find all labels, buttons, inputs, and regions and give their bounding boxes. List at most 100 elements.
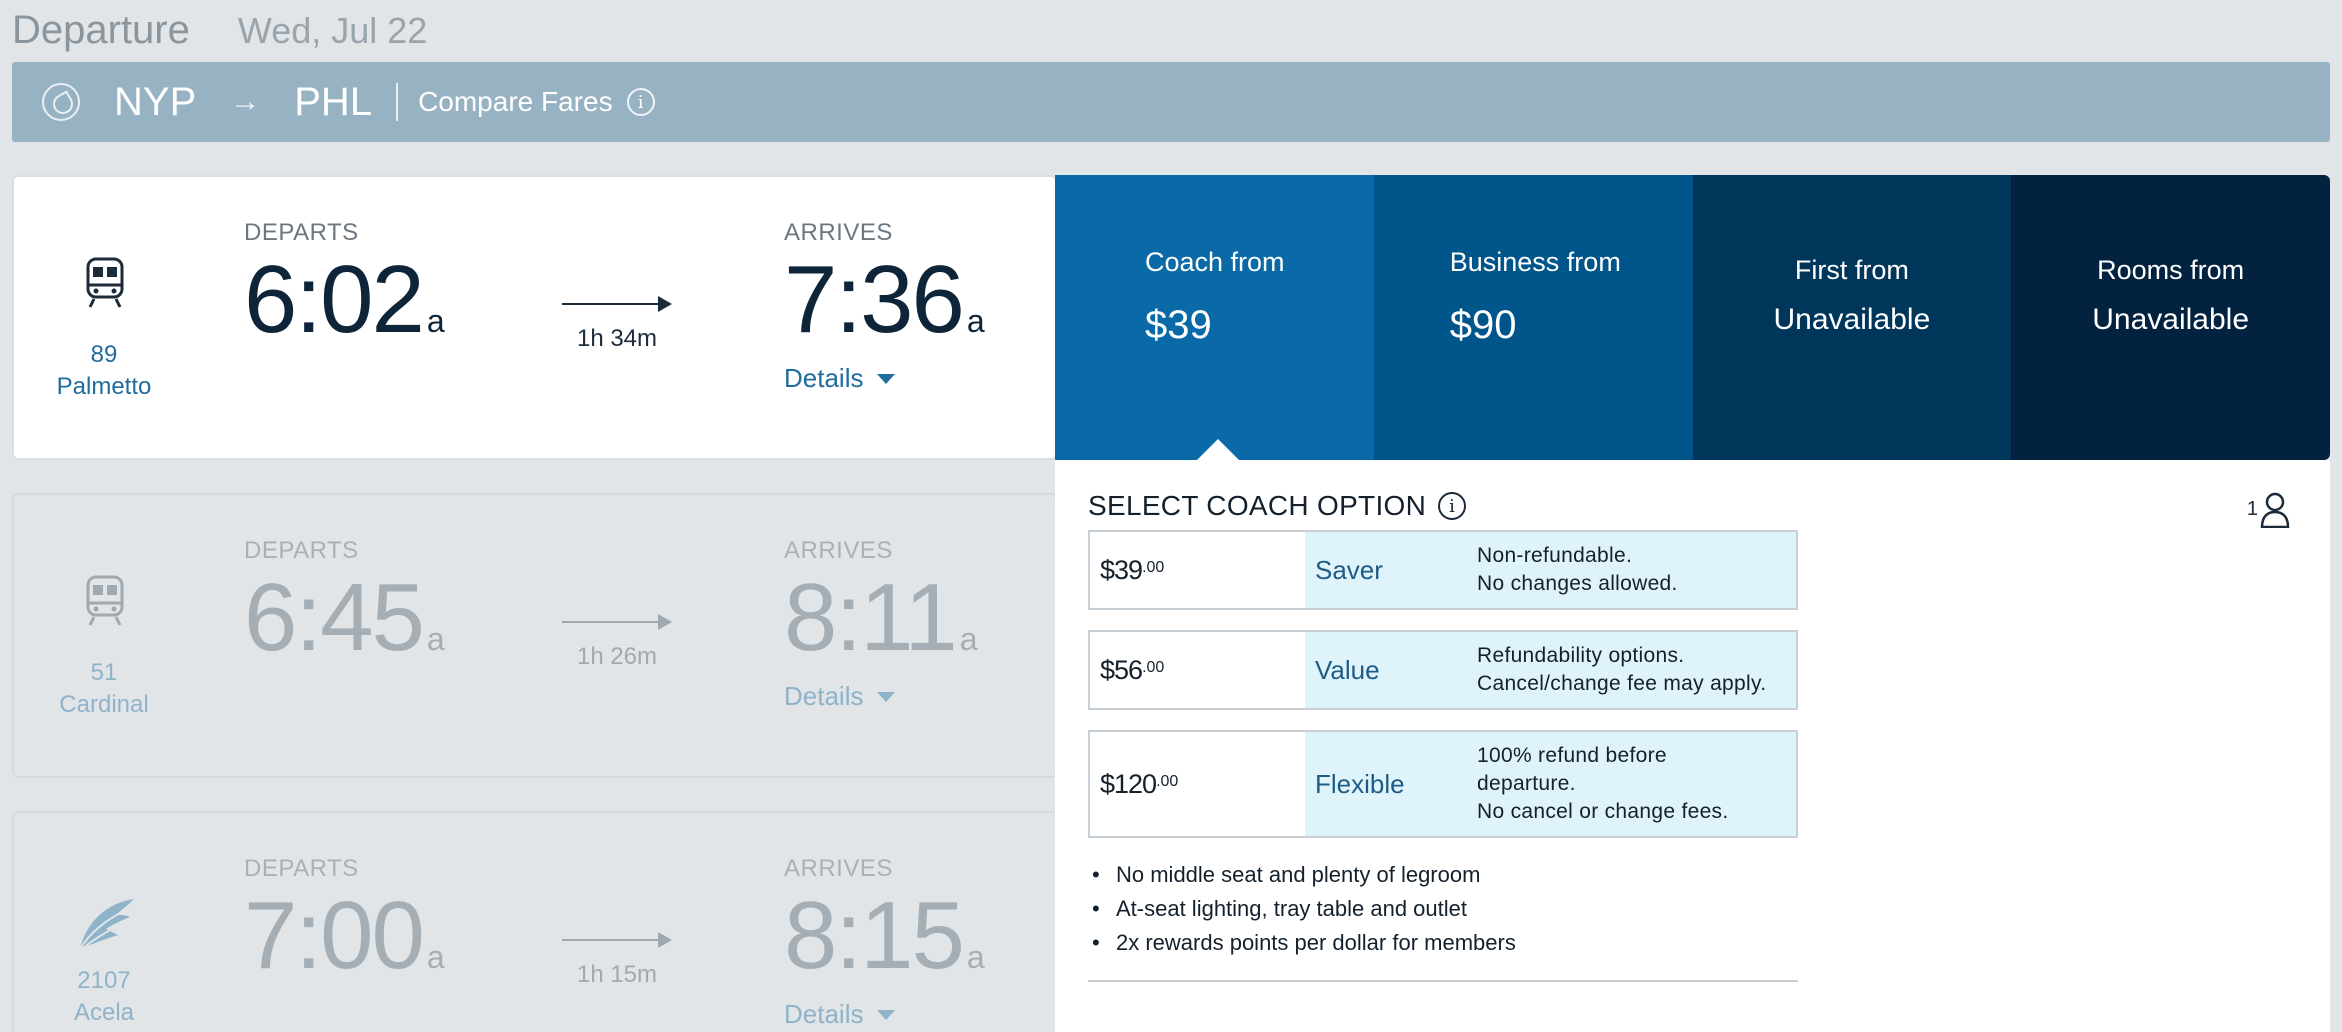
departs-label: DEPARTS bbox=[244, 855, 359, 882]
first-fare-label: First from bbox=[1794, 255, 1909, 285]
train-number: 51 bbox=[90, 659, 118, 686]
coach-options-title: SELECT COACH OPTION i bbox=[1088, 490, 1467, 522]
passenger-count[interactable]: 1 bbox=[2247, 492, 2290, 528]
option-name: Flexible bbox=[1315, 768, 1405, 799]
option-price: $56.00 bbox=[1090, 632, 1305, 708]
duration-arrow-icon bbox=[562, 932, 672, 948]
arrival-time: 8:11 a bbox=[784, 563, 978, 673]
info-icon[interactable]: i bbox=[626, 88, 655, 116]
option-desc-line: Non-refundable. bbox=[1477, 544, 1633, 567]
page-header: Departure Wed, Jul 22 bbox=[12, 8, 427, 56]
option-body: Value Refundability options. Cancel/chan… bbox=[1305, 632, 1796, 708]
business-fare-label: Business from bbox=[1449, 247, 1621, 277]
duration-arrow-icon bbox=[562, 614, 672, 630]
business-fare-price: $90 bbox=[1449, 303, 1517, 347]
fare-option-value[interactable]: $56.00 Value Refundability options. Canc… bbox=[1088, 630, 1798, 710]
option-price-cents: .00 bbox=[1156, 773, 1179, 790]
departure-ampm: a bbox=[426, 621, 445, 657]
departure-time-value: 6:02 bbox=[244, 246, 425, 353]
person-icon bbox=[2260, 492, 2290, 528]
coach-fare-tile[interactable]: Coach from $39 bbox=[1055, 175, 1374, 462]
perk-item: No middle seat and plenty of legroom bbox=[1088, 858, 1516, 892]
details-toggle[interactable]: Details bbox=[784, 999, 896, 1030]
info-icon[interactable]: i bbox=[1438, 492, 1467, 520]
route-bar: NYP → PHL Compare Fares i bbox=[12, 62, 2330, 142]
train-card-89[interactable]: 89 Palmetto DEPARTS 6:02 a 1h 34m ARRIVES… bbox=[12, 175, 1057, 460]
option-price-dollars: $120 bbox=[1100, 768, 1157, 799]
divider bbox=[396, 83, 399, 121]
arrival-time-value: 8:11 bbox=[784, 564, 958, 671]
page-title: Departure bbox=[12, 8, 190, 52]
departure-ampm: a bbox=[426, 939, 445, 975]
rooms-fare-price: Unavailable bbox=[2092, 303, 2250, 336]
arrival-ampm: a bbox=[966, 939, 985, 975]
first-fare-tile[interactable]: First from Unavailable bbox=[1692, 175, 2012, 460]
arrives-label: ARRIVES bbox=[784, 855, 893, 882]
business-fare-tile[interactable]: Business from $90 bbox=[1373, 175, 1693, 460]
details-label: Details bbox=[784, 999, 864, 1029]
arrival-time: 7:36 a bbox=[784, 245, 985, 355]
train-number: 2107 bbox=[77, 967, 131, 994]
train-name: Palmetto bbox=[56, 373, 152, 400]
chevron-down-icon bbox=[877, 1009, 896, 1020]
details-toggle[interactable]: Details bbox=[784, 363, 896, 394]
route-arrow-icon: → bbox=[230, 85, 261, 118]
compare-fares-link[interactable]: Compare Fares bbox=[418, 86, 613, 117]
details-label: Details bbox=[784, 363, 864, 393]
fare-option-saver[interactable]: $39.00 Saver Non-refundable. No changes … bbox=[1088, 530, 1798, 610]
option-desc-line: departure. bbox=[1477, 772, 1576, 795]
option-description: 100% refund before departure. No cancel … bbox=[1477, 742, 1728, 826]
fare-class-tiles: Coach from $39 Business from $90 First f… bbox=[1055, 175, 2330, 462]
departs-label: DEPARTS bbox=[244, 219, 359, 246]
coach-options-heading: SELECT COACH OPTION bbox=[1088, 490, 1427, 521]
coach-fare-price: $39 bbox=[1145, 303, 1212, 347]
train-card-2107[interactable]: 2107 Acela DEPARTS 7:00 a 1h 15m ARRIVES … bbox=[12, 811, 1057, 1032]
arrives-label: ARRIVES bbox=[784, 219, 893, 246]
trip-duration: 1h 34m bbox=[576, 325, 658, 352]
train-card-51[interactable]: 51 Cardinal DEPARTS 6:45 a 1h 26m ARRIVES… bbox=[12, 493, 1057, 778]
perk-item: At-seat lighting, tray table and outlet bbox=[1088, 892, 1516, 926]
fare-option-flexible[interactable]: $120.00 Flexible 100% refund before depa… bbox=[1088, 730, 1798, 838]
arrives-label: ARRIVES bbox=[784, 537, 893, 564]
selected-pointer bbox=[1195, 439, 1241, 462]
coach-perks-list: No middle seat and plenty of legroom At-… bbox=[1088, 858, 1516, 960]
train-name: Acela bbox=[73, 999, 135, 1026]
option-desc-line: 100% refund before bbox=[1477, 744, 1667, 767]
option-price-dollars: $56 bbox=[1100, 654, 1143, 685]
option-body: Saver Non-refundable. No changes allowed… bbox=[1305, 532, 1796, 608]
departs-label: DEPARTS bbox=[244, 537, 359, 564]
option-price: $39.00 bbox=[1090, 532, 1305, 608]
trip-duration: 1h 15m bbox=[576, 961, 658, 988]
coach-options-panel: SELECT COACH OPTION i 1 $39.00 Saver Non… bbox=[1055, 460, 2330, 1032]
departure-time-value: 6:45 bbox=[244, 564, 425, 671]
departure-time: 7:00 a bbox=[244, 881, 445, 991]
train-icon bbox=[86, 575, 124, 626]
option-price: $120.00 bbox=[1090, 732, 1305, 836]
departure-time: 6:45 a bbox=[244, 563, 445, 673]
origin-station: NYP bbox=[114, 79, 197, 124]
details-toggle[interactable]: Details bbox=[784, 681, 896, 712]
globe-icon bbox=[42, 83, 80, 121]
coach-fare-label: Coach from bbox=[1145, 247, 1285, 277]
arrival-time-value: 8:15 bbox=[784, 882, 965, 989]
option-description: Refundability options. Cancel/change fee… bbox=[1477, 642, 1766, 698]
departure-ampm: a bbox=[426, 303, 445, 339]
rooms-fare-tile[interactable]: Rooms from Unavailable bbox=[2011, 175, 2330, 460]
arrival-time: 8:15 a bbox=[784, 881, 985, 991]
arrival-time-value: 7:36 bbox=[784, 246, 965, 353]
travel-date: Wed, Jul 22 bbox=[237, 10, 428, 51]
option-name: Saver bbox=[1315, 554, 1383, 585]
first-fare-price: Unavailable bbox=[1773, 303, 1931, 336]
option-desc-line: No changes allowed. bbox=[1477, 572, 1678, 595]
option-desc-line: No cancel or change fees. bbox=[1477, 800, 1729, 823]
duration-arrow-icon bbox=[562, 296, 672, 312]
divider bbox=[1088, 980, 1798, 982]
arrival-ampm: a bbox=[966, 303, 985, 339]
passenger-count-value: 1 bbox=[2246, 498, 2258, 520]
option-price-cents: .00 bbox=[1142, 559, 1165, 576]
acela-wing-icon bbox=[79, 899, 134, 950]
train-icon bbox=[86, 257, 124, 308]
destination-station: PHL bbox=[294, 79, 373, 124]
perk-item: 2x rewards points per dollar for members bbox=[1088, 926, 1516, 960]
details-label: Details bbox=[784, 681, 864, 711]
